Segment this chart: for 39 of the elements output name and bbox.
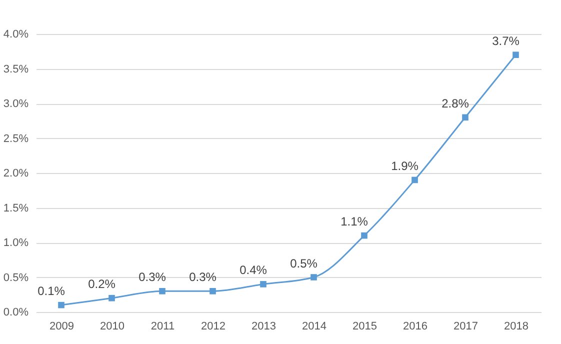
y-tick-label: 2.0%: [3, 168, 29, 180]
point: [512, 52, 519, 58]
point: [260, 281, 266, 288]
x-tick-label: 2014: [302, 320, 326, 332]
data-label: 0.2%: [88, 277, 116, 292]
y-tick-label: 3.0%: [3, 98, 29, 110]
y-tick-label: 2.5%: [3, 132, 29, 145]
x-tick-label: 2012: [201, 320, 226, 332]
point: [159, 288, 166, 294]
y-tick-label: 0.5%: [3, 272, 29, 284]
x-tick-label: 2009: [50, 320, 74, 332]
data-label: 1.9%: [391, 158, 419, 173]
y-tick-label: 3.5%: [3, 63, 29, 76]
x-tick-label: 2018: [504, 320, 528, 332]
x-tick-label: 2013: [252, 320, 276, 332]
point: [210, 288, 216, 294]
y-tick-label: 0.0%: [3, 306, 29, 318]
y-tick-label: 1.0%: [3, 237, 29, 249]
point: [310, 274, 317, 280]
x-tick-label: 2015: [352, 320, 377, 332]
data-label: 0.3%: [189, 270, 217, 284]
y-tick-label: 1.5%: [3, 202, 29, 214]
x-tick-label: 2017: [454, 320, 478, 332]
x-tick-label: 2016: [403, 320, 428, 332]
data-label: 3.7%: [492, 34, 520, 48]
point: [462, 114, 468, 121]
point: [361, 232, 368, 239]
x-tick-label: 2011: [150, 320, 175, 332]
data-label: 2.8%: [442, 96, 470, 110]
point: [412, 176, 418, 184]
data-label: 0.5%: [290, 256, 318, 270]
data-label: 0.4%: [240, 263, 268, 278]
x-tick-label: 2010: [100, 320, 124, 332]
point: [58, 302, 64, 308]
y-tick-label: 4.0%: [3, 28, 29, 40]
point: [108, 294, 115, 302]
data-label: 0.1%: [38, 284, 66, 298]
data-label: 0.3%: [138, 270, 166, 284]
data-label: 1.1%: [340, 214, 368, 229]
